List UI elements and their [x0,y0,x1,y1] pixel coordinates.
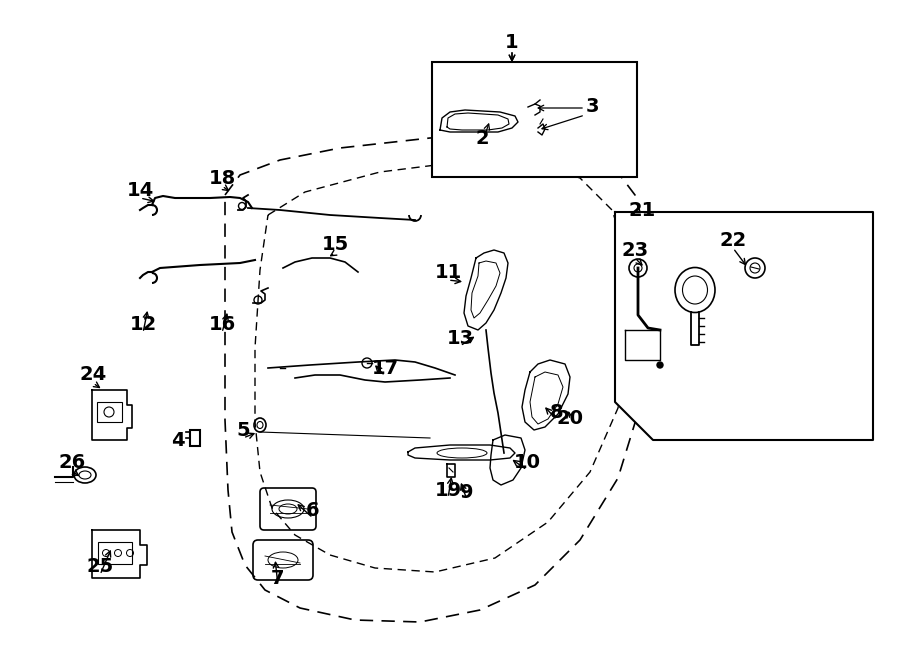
Text: 16: 16 [209,315,236,334]
Bar [432,62,637,177]
Text: 23: 23 [621,241,649,260]
Text: 13: 13 [446,329,473,348]
Text: 7: 7 [271,568,284,588]
Text: 17: 17 [372,358,399,377]
Text: 8: 8 [550,403,563,422]
Text: 4: 4 [171,430,184,449]
Text: 1: 1 [505,32,518,52]
Bar [98,542,132,564]
Text: 12: 12 [130,315,157,334]
Bar [190,430,200,446]
Text: 20: 20 [556,408,583,428]
Bar [97,402,122,422]
Text: 14: 14 [126,180,154,200]
Text: 2: 2 [475,128,489,147]
Text: 15: 15 [321,235,348,254]
Circle shape [657,362,663,368]
Text: 3: 3 [585,98,598,116]
Text: 9: 9 [460,483,473,502]
Text: 22: 22 [719,231,747,249]
Text: 24: 24 [79,366,106,385]
Text: 6: 6 [306,500,319,520]
Text: 26: 26 [58,453,86,473]
Text: 5: 5 [236,420,250,440]
Text: 11: 11 [435,262,462,282]
Text: 18: 18 [209,169,236,188]
Polygon shape [615,212,873,440]
Text: 10: 10 [514,453,541,471]
Text: 21: 21 [628,200,655,219]
Text: 25: 25 [86,557,113,576]
Text: 19: 19 [435,481,462,500]
